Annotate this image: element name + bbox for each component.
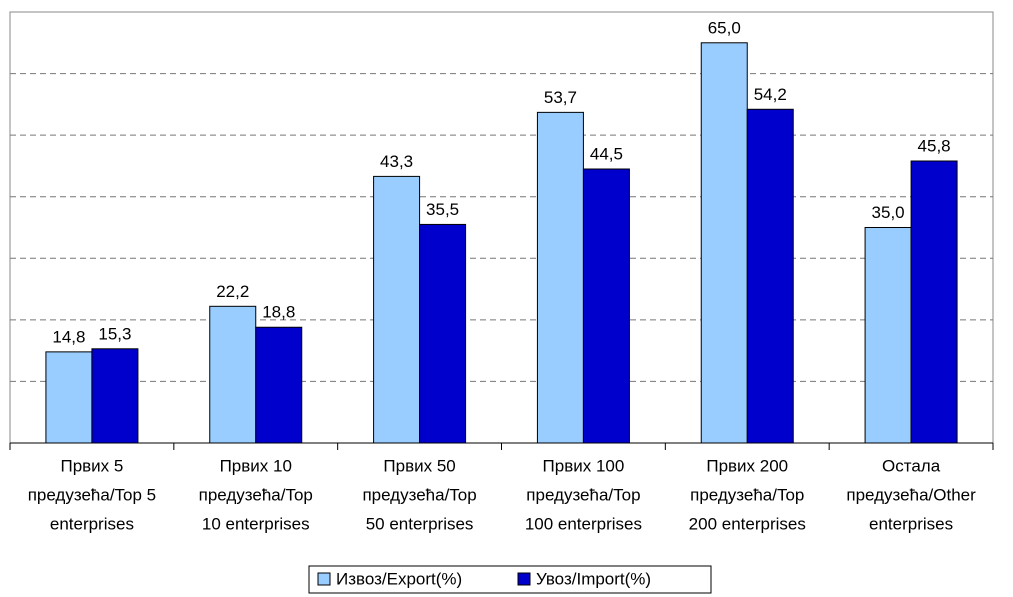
x-tick-label: 50 enterprises: [366, 514, 474, 533]
x-tick-label: предузећа/Top: [199, 485, 313, 504]
bar: [91, 348, 139, 444]
bar: [536, 111, 584, 444]
x-tick-label: enterprises: [50, 514, 134, 533]
x-tick-label: предузећа/Top: [362, 485, 476, 504]
x-tick-label: Првих 5: [60, 456, 123, 475]
x-tick-label: предузећа/Top: [526, 485, 640, 504]
x-tick-label: 200 enterprises: [689, 514, 806, 533]
value-label: 35,0: [872, 203, 905, 222]
bar: [582, 168, 630, 444]
value-label: 45,8: [918, 136, 951, 155]
bar: [700, 42, 748, 444]
value-label: 14,8: [52, 327, 85, 346]
value-label: 65,0: [708, 18, 741, 37]
x-tick-label: 100 enterprises: [525, 514, 642, 533]
bar: [910, 160, 958, 444]
value-label: 44,5: [590, 144, 623, 163]
value-label: 54,2: [754, 85, 787, 104]
x-tick-label: Првих 10: [220, 456, 292, 475]
x-tick-label: Првих 200: [706, 456, 788, 475]
plot-frame: [9, 11, 994, 444]
bar: [255, 326, 303, 444]
legend-swatch: [317, 572, 331, 586]
bar: [45, 351, 93, 444]
value-label: 35,5: [426, 200, 459, 219]
bar: [373, 175, 421, 444]
legend-box: [308, 565, 712, 594]
bar: [419, 223, 467, 444]
legend-swatch: [517, 572, 531, 586]
value-label: 43,3: [380, 152, 413, 171]
value-label: 15,3: [98, 324, 131, 343]
x-tick-label: Остала: [882, 456, 941, 475]
x-tick-label: 10 enterprises: [202, 514, 310, 533]
bar: [209, 305, 257, 444]
x-tick-label: Првих 50: [383, 456, 455, 475]
x-tick-label: предузећа/Top: [690, 485, 804, 504]
value-label: 53,7: [544, 88, 577, 107]
value-label: 18,8: [262, 303, 295, 322]
x-tick-label: предузећа/Top 5: [28, 485, 156, 504]
bar: [864, 227, 912, 444]
legend-label: Извоз/Export(%): [336, 569, 462, 588]
x-tick-label: enterprises: [869, 514, 953, 533]
legend-label: Увоз/Import(%): [536, 569, 651, 588]
x-tick-label: предузећа/Other: [846, 485, 976, 504]
bar: [746, 108, 794, 444]
x-tick-label: Првих 100: [543, 456, 625, 475]
value-label: 22,2: [216, 282, 249, 301]
